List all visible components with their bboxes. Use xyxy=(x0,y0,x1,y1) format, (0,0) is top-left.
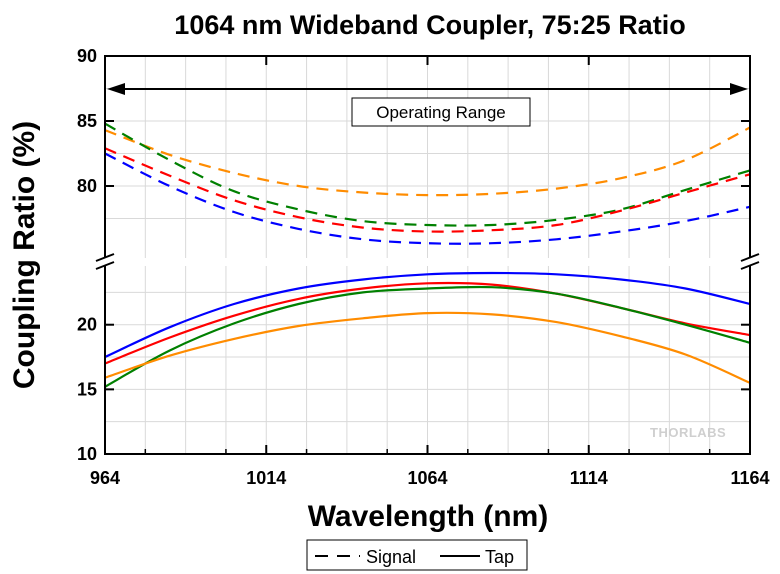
x-axis-label: Wavelength (nm) xyxy=(308,500,549,533)
y-tick-label: 80 xyxy=(77,176,97,196)
x-tick-label: 1114 xyxy=(570,468,608,488)
watermark-logo: THORLABS xyxy=(650,425,726,440)
x-tick-label: 1014 xyxy=(246,468,286,488)
y-axis-label: Coupling Ratio (%) xyxy=(8,121,41,389)
tick-layer: 964 1014 1064 1114 1164 80 85 90 10 15 20 xyxy=(77,46,770,488)
operating-range-arrow xyxy=(107,83,748,95)
annotation-box xyxy=(351,97,531,127)
series-line-1 xyxy=(104,126,751,197)
axis-break-slash xyxy=(95,261,115,270)
series-line-2 xyxy=(104,122,751,227)
y-tick-label: 10 xyxy=(77,444,97,464)
operating-range-label: Operating Range xyxy=(376,103,505,122)
series-line-7 xyxy=(104,285,751,388)
y-tick-label: 85 xyxy=(77,111,97,131)
series-layer xyxy=(104,122,751,388)
y-tick-label: 90 xyxy=(77,46,97,66)
series-line-4 xyxy=(104,152,751,245)
grid xyxy=(105,56,750,454)
axis-break-marks xyxy=(95,253,760,270)
legend-tap-label: Tap xyxy=(485,547,514,567)
axis-break-slash xyxy=(740,253,760,262)
x-tick-label: 1164 xyxy=(730,468,769,488)
legend: Signal Tap xyxy=(306,539,528,571)
axis-break-slash xyxy=(95,253,115,262)
y-tick-label: 20 xyxy=(77,315,97,335)
x-tick-label: 1064 xyxy=(407,468,447,488)
chart-title: 1064 nm Wideband Coupler, 75:25 Ratio xyxy=(174,10,685,40)
series-line-5 xyxy=(104,271,751,359)
series-line-3 xyxy=(104,147,751,233)
series-line-8 xyxy=(104,311,751,384)
y-tick-label: 15 xyxy=(77,379,97,399)
axis-break-slash xyxy=(740,261,760,270)
x-tick-label: 964 xyxy=(90,468,120,488)
legend-signal-label: Signal xyxy=(366,547,416,567)
axis-break-gap xyxy=(103,258,752,266)
